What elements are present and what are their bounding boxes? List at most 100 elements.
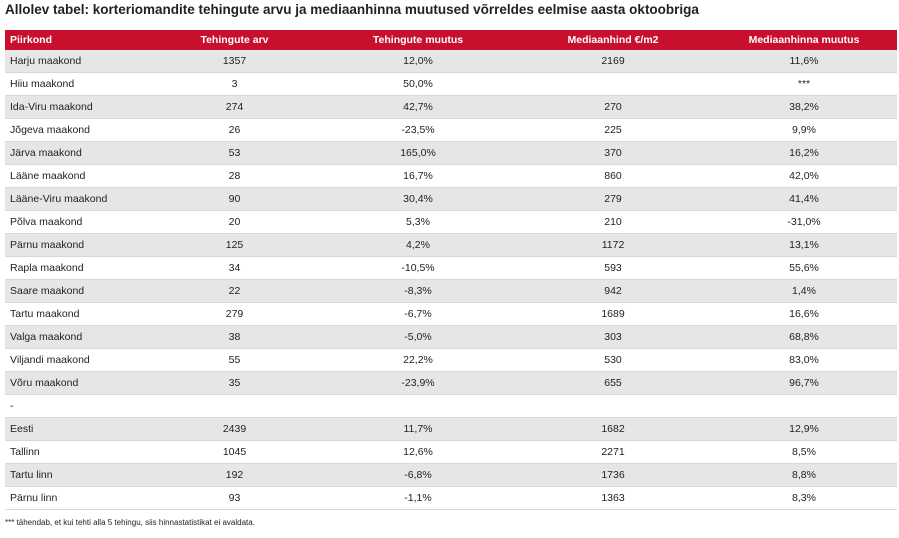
cell-median-price: 655 [515,371,711,395]
footnote: *** tähendab, et kui tehti alla 5 tehing… [5,518,255,527]
cell-region: Harju maakond [5,50,148,73]
cell-transactions-change: -23,9% [321,371,515,395]
table-row: Harju maakond 1357 12,0% 2169 11,6% [5,50,897,73]
cell-transactions: 28 [148,164,321,188]
cell-region: Hiiu maakond [5,72,148,96]
column-header-transactions: Tehingute arv [148,30,321,50]
cell-transactions: 192 [148,463,321,487]
cell-region: Valga maakond [5,325,148,349]
table-row: Tartu linn 192 -6,8% 1736 8,8% [5,463,897,487]
cell-transactions: 1357 [148,50,321,73]
cell-median-price-change: -31,0% [711,210,897,234]
cell-median-price: 1682 [515,417,711,441]
cell-median-price: 279 [515,187,711,211]
table-row: Hiiu maakond 3 50,0% *** [5,72,897,96]
cell-median-price-change: 68,8% [711,325,897,349]
cell-transactions-change: 12,6% [321,440,515,464]
cell-region: Rapla maakond [5,256,148,280]
table-row: Viljandi maakond 55 22,2% 530 83,0% [5,348,897,372]
cell-transactions: 3 [148,72,321,96]
table-body: Harju maakond 1357 12,0% 2169 11,6% Hiiu maak… [5,50,897,510]
cell-median-price: 210 [515,210,711,234]
cell-region: Tartu maakond [5,302,148,326]
table-header: Piirkond Tehingute arv Tehingute muutus … [5,30,897,50]
cell-transactions-change: 50,0% [321,72,515,96]
cell-transactions: 20 [148,210,321,234]
data-table: Piirkond Tehingute arv Tehingute muutus … [5,30,897,510]
cell-transactions: 1045 [148,440,321,464]
cell-median-price: 2271 [515,440,711,464]
cell-region: Tallinn [5,440,148,464]
cell-median-price: 303 [515,325,711,349]
cell-median-price-change: 9,9% [711,118,897,142]
cell-median-price-change: 13,1% [711,233,897,257]
cell-transactions: 53 [148,141,321,165]
table-row: Lääne maakond 28 16,7% 860 42,0% [5,164,897,188]
column-header-region: Piirkond [5,30,148,50]
cell-transactions-change: 30,4% [321,187,515,211]
cell-region: Võru maakond [5,371,148,395]
table-row: Pärnu maakond 125 4,2% 1172 13,1% [5,233,897,257]
cell-median-price-change: 42,0% [711,164,897,188]
table-row: Järva maakond 53 165,0% 370 16,2% [5,141,897,165]
column-header-median-price-change: Mediaanhinna muutus [711,30,897,50]
cell-median-price [515,394,711,418]
cell-region: Lääne maakond [5,164,148,188]
cell-median-price-change: 8,3% [711,486,897,510]
cell-median-price: 1363 [515,486,711,510]
cell-transactions-change [321,394,515,418]
cell-transactions: 35 [148,371,321,395]
cell-transactions [148,394,321,418]
cell-median-price-change: 8,5% [711,440,897,464]
table-row: Võru maakond 35 -23,9% 655 96,7% [5,371,897,395]
cell-median-price-change: 41,4% [711,187,897,211]
cell-transactions-change: -1,1% [321,486,515,510]
cell-region: Viljandi maakond [5,348,148,372]
cell-median-price: 1736 [515,463,711,487]
cell-median-price-change: 11,6% [711,50,897,73]
cell-transactions-change: -6,8% [321,463,515,487]
cell-median-price: 593 [515,256,711,280]
cell-median-price-change: 55,6% [711,256,897,280]
table-row: - [5,394,897,418]
cell-region: - [5,394,148,418]
cell-transactions-change: 42,7% [321,95,515,119]
cell-median-price: 942 [515,279,711,303]
cell-median-price-change: 16,2% [711,141,897,165]
cell-transactions: 90 [148,187,321,211]
table-row: Põlva maakond 20 5,3% 210 -31,0% [5,210,897,234]
cell-transactions-change: -10,5% [321,256,515,280]
cell-transactions: 125 [148,233,321,257]
table-row: Jõgeva maakond 26 -23,5% 225 9,9% [5,118,897,142]
cell-median-price [515,72,711,96]
table-row: Ida-Viru maakond 274 42,7% 270 38,2% [5,95,897,119]
cell-transactions-change: 5,3% [321,210,515,234]
table-row: Saare maakond 22 -8,3% 942 1,4% [5,279,897,303]
page-title: Allolev tabel: korteriomandite tehingute… [5,2,699,17]
cell-transactions: 55 [148,348,321,372]
column-header-median-price: Mediaanhind €/m2 [515,30,711,50]
cell-transactions: 26 [148,118,321,142]
table-row: Rapla maakond 34 -10,5% 593 55,6% [5,256,897,280]
cell-median-price: 2169 [515,50,711,73]
cell-transactions: 93 [148,486,321,510]
cell-median-price-change: 8,8% [711,463,897,487]
table-row: Lääne-Viru maakond 90 30,4% 279 41,4% [5,187,897,211]
cell-transactions: 279 [148,302,321,326]
column-header-transactions-change: Tehingute muutus [321,30,515,50]
cell-transactions-change: 12,0% [321,50,515,73]
cell-median-price: 225 [515,118,711,142]
table-row: Valga maakond 38 -5,0% 303 68,8% [5,325,897,349]
cell-transactions: 274 [148,95,321,119]
cell-transactions-change: -6,7% [321,302,515,326]
cell-transactions: 34 [148,256,321,280]
header-row: Piirkond Tehingute arv Tehingute muutus … [5,30,897,50]
table-row: Eesti 2439 11,7% 1682 12,9% [5,417,897,441]
cell-median-price-change: 16,6% [711,302,897,326]
cell-median-price-change: 12,9% [711,417,897,441]
cell-median-price: 860 [515,164,711,188]
cell-region: Ida-Viru maakond [5,95,148,119]
cell-region: Järva maakond [5,141,148,165]
cell-median-price: 1689 [515,302,711,326]
